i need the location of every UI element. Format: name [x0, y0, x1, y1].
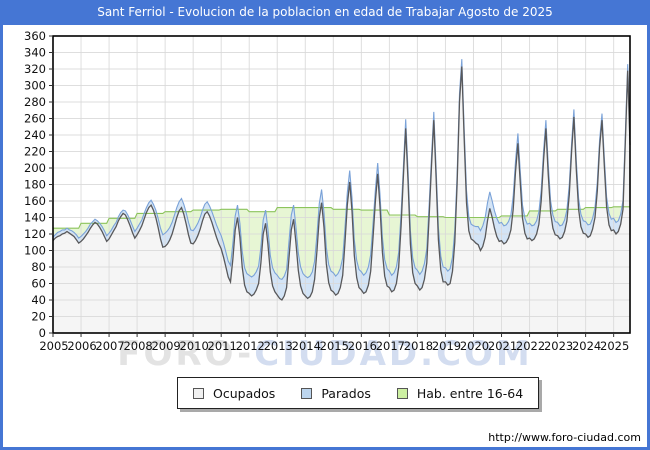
population-area-chart: 0 20 40 60 80 100 120 140 160 180 200 220 240 260 280 3… — [24, 29, 631, 353]
svg-text:2023: 2023 — [544, 339, 573, 353]
svg-text:0: 0 — [39, 326, 46, 340]
svg-text:280: 280 — [24, 95, 46, 109]
watermark-part1: FORO — [117, 334, 238, 374]
svg-text:100: 100 — [24, 244, 46, 258]
svg-text:2025: 2025 — [600, 339, 629, 353]
foro-ciudad-url-link[interactable]: http://www.foro-ciudad.com — [488, 431, 641, 444]
svg-text:2005: 2005 — [39, 339, 68, 353]
svg-text:160: 160 — [24, 194, 46, 208]
svg-text:300: 300 — [24, 79, 46, 93]
svg-text:180: 180 — [24, 178, 46, 192]
svg-text:20: 20 — [31, 310, 46, 324]
legend-label-ocupados: Ocupados — [213, 385, 276, 401]
svg-text:2011: 2011 — [208, 339, 237, 353]
svg-text:2022: 2022 — [516, 339, 545, 353]
svg-text:120: 120 — [24, 227, 46, 241]
svg-text:2017: 2017 — [376, 339, 405, 353]
legend-label-hab-16-64: Hab. entre 16-64 — [416, 385, 524, 401]
parados-swatch-icon — [301, 387, 313, 399]
svg-text:2021: 2021 — [488, 339, 517, 353]
svg-text:260: 260 — [24, 112, 46, 126]
svg-text:2006: 2006 — [67, 339, 96, 353]
svg-text:2008: 2008 — [123, 339, 152, 353]
svg-text:320: 320 — [24, 62, 46, 76]
chart-title-bar: Sant Ferriol - Evolucion de la poblacion… — [0, 0, 650, 25]
watermark-separator: - — [237, 334, 255, 374]
svg-text:2019: 2019 — [432, 339, 461, 353]
svg-text:2007: 2007 — [95, 339, 124, 353]
watermark-part2: CIUDAD.COM — [254, 334, 533, 374]
svg-text:2010: 2010 — [180, 339, 209, 353]
svg-text:240: 240 — [24, 128, 46, 142]
svg-text:2015: 2015 — [320, 339, 349, 353]
svg-text:2018: 2018 — [404, 339, 433, 353]
legend-item-hab-16-64: Hab. entre 16-64 — [396, 385, 524, 401]
legend-label-parados: Parados — [321, 385, 371, 401]
svg-text:40: 40 — [31, 293, 46, 307]
legend-item-ocupados: Ocupados — [193, 386, 275, 401]
svg-text:2013: 2013 — [264, 339, 293, 353]
svg-text:2014: 2014 — [292, 339, 321, 353]
svg-text:360: 360 — [24, 29, 46, 43]
svg-text:2009: 2009 — [151, 339, 180, 353]
svg-text:140: 140 — [24, 211, 46, 225]
svg-text:2020: 2020 — [460, 339, 489, 353]
svg-text:2012: 2012 — [236, 339, 265, 353]
svg-text:340: 340 — [24, 46, 46, 60]
hab-16-64-swatch-icon — [396, 387, 408, 399]
foro-ciudad-watermark: FORO-CIUDAD.COM — [0, 334, 650, 374]
svg-text:80: 80 — [31, 260, 46, 274]
svg-text:60: 60 — [31, 277, 46, 291]
ocupados-swatch-icon — [193, 387, 204, 399]
svg-text:200: 200 — [24, 161, 46, 175]
svg-text:2016: 2016 — [348, 339, 377, 353]
svg-text:220: 220 — [24, 145, 46, 159]
chart-legend: Ocupados Parados Hab. entre 16-64 — [177, 377, 540, 409]
svg-text:2024: 2024 — [572, 339, 601, 353]
legend-item-parados: Parados — [301, 386, 371, 401]
